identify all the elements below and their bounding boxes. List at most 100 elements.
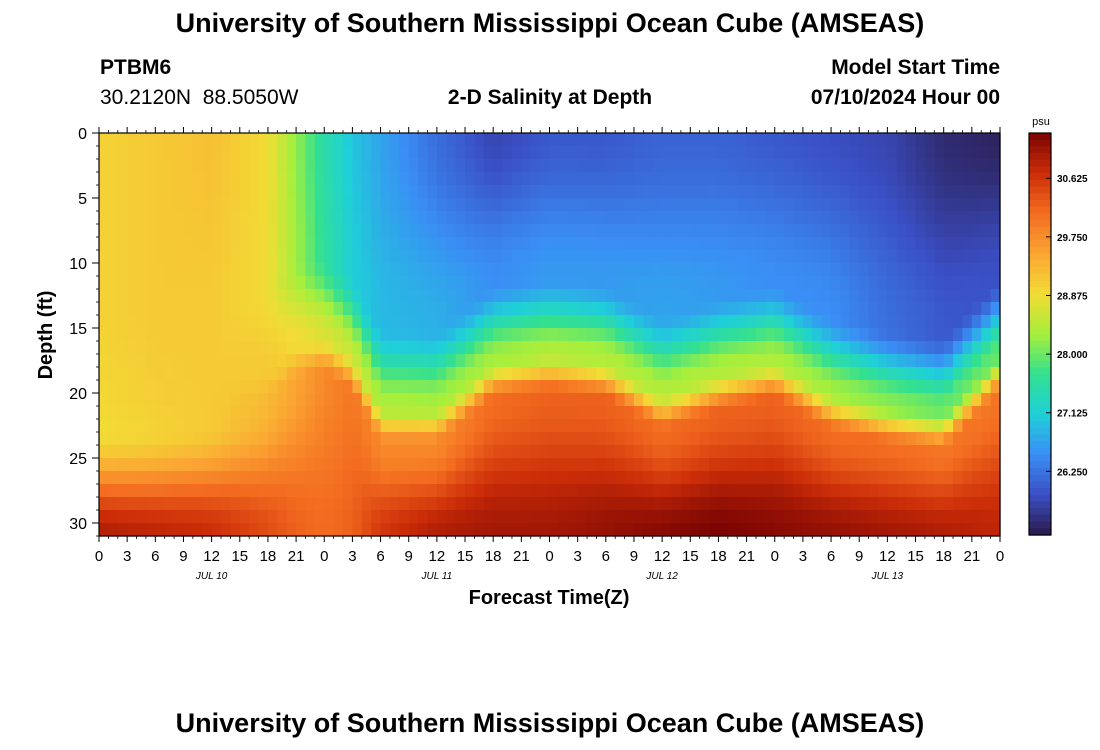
heatmap-cell xyxy=(239,406,250,420)
heatmap-cell xyxy=(521,367,532,381)
heatmap-cell xyxy=(389,458,400,472)
heatmap-cell xyxy=(774,432,785,446)
heatmap-cell xyxy=(924,276,935,290)
heatmap-cell xyxy=(408,406,419,420)
heatmap-cell xyxy=(164,263,175,277)
heatmap-cell xyxy=(868,471,879,485)
heatmap-cell xyxy=(915,328,926,342)
heatmap-cell xyxy=(774,354,785,368)
heatmap-cell xyxy=(568,146,579,160)
heatmap-cell xyxy=(455,172,466,186)
heatmap-cell xyxy=(145,224,156,238)
heatmap-cell xyxy=(793,458,804,472)
heatmap-cell xyxy=(239,263,250,277)
heatmap-cell xyxy=(286,237,297,251)
heatmap-cell xyxy=(727,341,738,355)
heatmap-cell xyxy=(549,250,560,264)
heatmap-cell xyxy=(558,224,569,238)
heatmap-cell xyxy=(709,354,720,368)
heatmap-cell xyxy=(943,263,954,277)
heatmap-cell xyxy=(108,146,119,160)
heatmap-cell xyxy=(493,497,504,511)
heatmap-cell xyxy=(474,276,485,290)
heatmap-cell xyxy=(117,354,128,368)
heatmap-cell xyxy=(690,393,701,407)
heatmap-cell xyxy=(990,458,1001,472)
heatmap-cell xyxy=(981,315,992,329)
heatmap-cell xyxy=(211,315,222,329)
heatmap-cell xyxy=(737,406,748,420)
heatmap-cell xyxy=(840,302,851,316)
heatmap-cell xyxy=(896,133,907,147)
heatmap-cell xyxy=(896,211,907,225)
heatmap-cell xyxy=(286,419,297,433)
heatmap-cell xyxy=(962,198,973,212)
heatmap-cell xyxy=(662,354,673,368)
heatmap-cell xyxy=(680,341,691,355)
heatmap-cell xyxy=(380,471,391,485)
heatmap-cell xyxy=(399,224,410,238)
heatmap-cell xyxy=(211,328,222,342)
heatmap-cell xyxy=(802,393,813,407)
heatmap-cell xyxy=(127,133,138,147)
heatmap-cell xyxy=(868,341,879,355)
heatmap-cell xyxy=(174,510,185,524)
heatmap-cell xyxy=(502,172,513,186)
heatmap-cell xyxy=(427,367,438,381)
heatmap-cell xyxy=(258,367,269,381)
heatmap-cell xyxy=(934,302,945,316)
heatmap-cell xyxy=(605,172,616,186)
heatmap-cell xyxy=(314,341,325,355)
heatmap-cell xyxy=(239,393,250,407)
heatmap-cell xyxy=(962,172,973,186)
heatmap-cell xyxy=(990,367,1001,381)
heatmap-cell xyxy=(962,341,973,355)
heatmap-cell xyxy=(577,484,588,498)
heatmap-cell xyxy=(727,393,738,407)
heatmap-cell xyxy=(558,133,569,147)
heatmap-cell xyxy=(596,393,607,407)
heatmap-cell xyxy=(221,471,231,485)
heatmap-cell xyxy=(934,263,945,277)
heatmap-cell xyxy=(962,419,973,433)
heatmap-cell xyxy=(868,406,879,420)
heatmap-cell xyxy=(633,289,644,303)
heatmap-cell xyxy=(155,380,166,394)
heatmap-cell xyxy=(127,250,138,264)
heatmap-cell xyxy=(333,406,344,420)
heatmap-cell xyxy=(765,380,776,394)
heatmap-cell xyxy=(465,159,476,173)
heatmap-cell xyxy=(277,354,288,368)
heatmap-cell xyxy=(371,445,382,459)
heatmap-cell xyxy=(389,445,400,459)
heatmap-cell xyxy=(755,263,766,277)
heatmap-cell xyxy=(934,419,945,433)
heatmap-cell xyxy=(943,341,954,355)
heatmap-cell xyxy=(671,198,682,212)
heatmap-cell xyxy=(953,276,964,290)
heatmap-cell xyxy=(455,159,466,173)
heatmap-cell xyxy=(577,471,588,485)
heatmap-cell xyxy=(277,497,288,511)
heatmap-cell xyxy=(277,133,288,147)
heatmap-cell xyxy=(258,328,269,342)
heatmap-cell xyxy=(408,198,419,212)
heatmap-cell xyxy=(737,432,748,446)
heatmap-cell xyxy=(746,211,757,225)
heatmap-cell xyxy=(615,198,626,212)
heatmap-cell xyxy=(361,510,372,524)
heatmap-cell xyxy=(934,237,945,251)
heatmap-cell xyxy=(502,276,513,290)
heatmap-cell xyxy=(174,406,185,420)
heatmap-cell xyxy=(436,458,447,472)
heatmap-cell xyxy=(605,133,616,147)
heatmap-cell xyxy=(549,406,560,420)
y-tick-label: 10 xyxy=(69,256,87,273)
heatmap-cell xyxy=(136,224,147,238)
heatmap-cell xyxy=(164,211,175,225)
heatmap-cell xyxy=(699,406,710,420)
heatmap-cell xyxy=(474,406,485,420)
heatmap-cell xyxy=(117,159,128,173)
heatmap-cell xyxy=(305,341,316,355)
heatmap-cell xyxy=(812,393,823,407)
